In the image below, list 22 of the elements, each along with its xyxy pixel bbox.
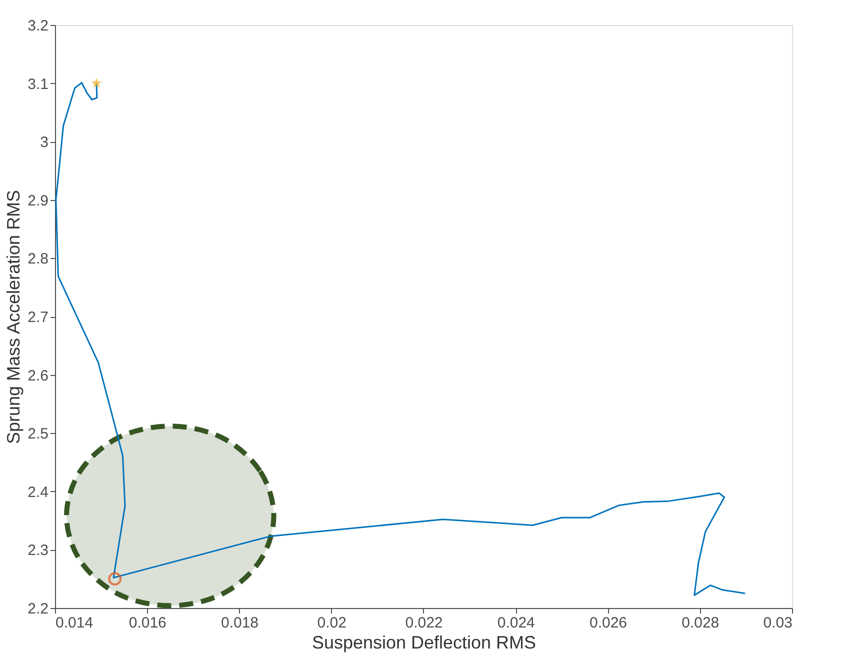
y-tick-label: 2.3: [28, 542, 48, 560]
y-tick-label: 2.5: [28, 426, 48, 443]
x-tick-label: 0.018: [220, 614, 259, 632]
x-axis-title: Suspension Deflection RMS: [312, 632, 536, 652]
x-tick-label: 0.03: [763, 614, 792, 632]
x-tick-label: 0.02: [317, 614, 346, 632]
y-tick-label: 2.6: [28, 367, 48, 384]
y-tick-label: 3: [40, 134, 48, 152]
x-tick-label: 0.026: [589, 614, 628, 632]
x-tick-label: 0.016: [128, 614, 166, 632]
x-tick-label: 0.022: [405, 614, 443, 632]
y-tick-label: 2.7: [28, 309, 48, 326]
y-tick-label: 3.2: [28, 18, 48, 34]
y-axis-title: Sprung Mass Acceleration RMS: [4, 190, 24, 444]
y-tick-label: 2.4: [28, 484, 48, 501]
x-tick-label: 0.014: [56, 614, 94, 632]
x-tick-label: 0.028: [682, 614, 720, 632]
y-tick-label: 2.8: [28, 250, 48, 268]
x-tick-label: 0.024: [497, 614, 535, 632]
y-tick-label: 2.2: [28, 600, 48, 618]
y-tick-label: 2.9: [28, 192, 48, 210]
y-tick-label: 3.1: [28, 76, 48, 93]
